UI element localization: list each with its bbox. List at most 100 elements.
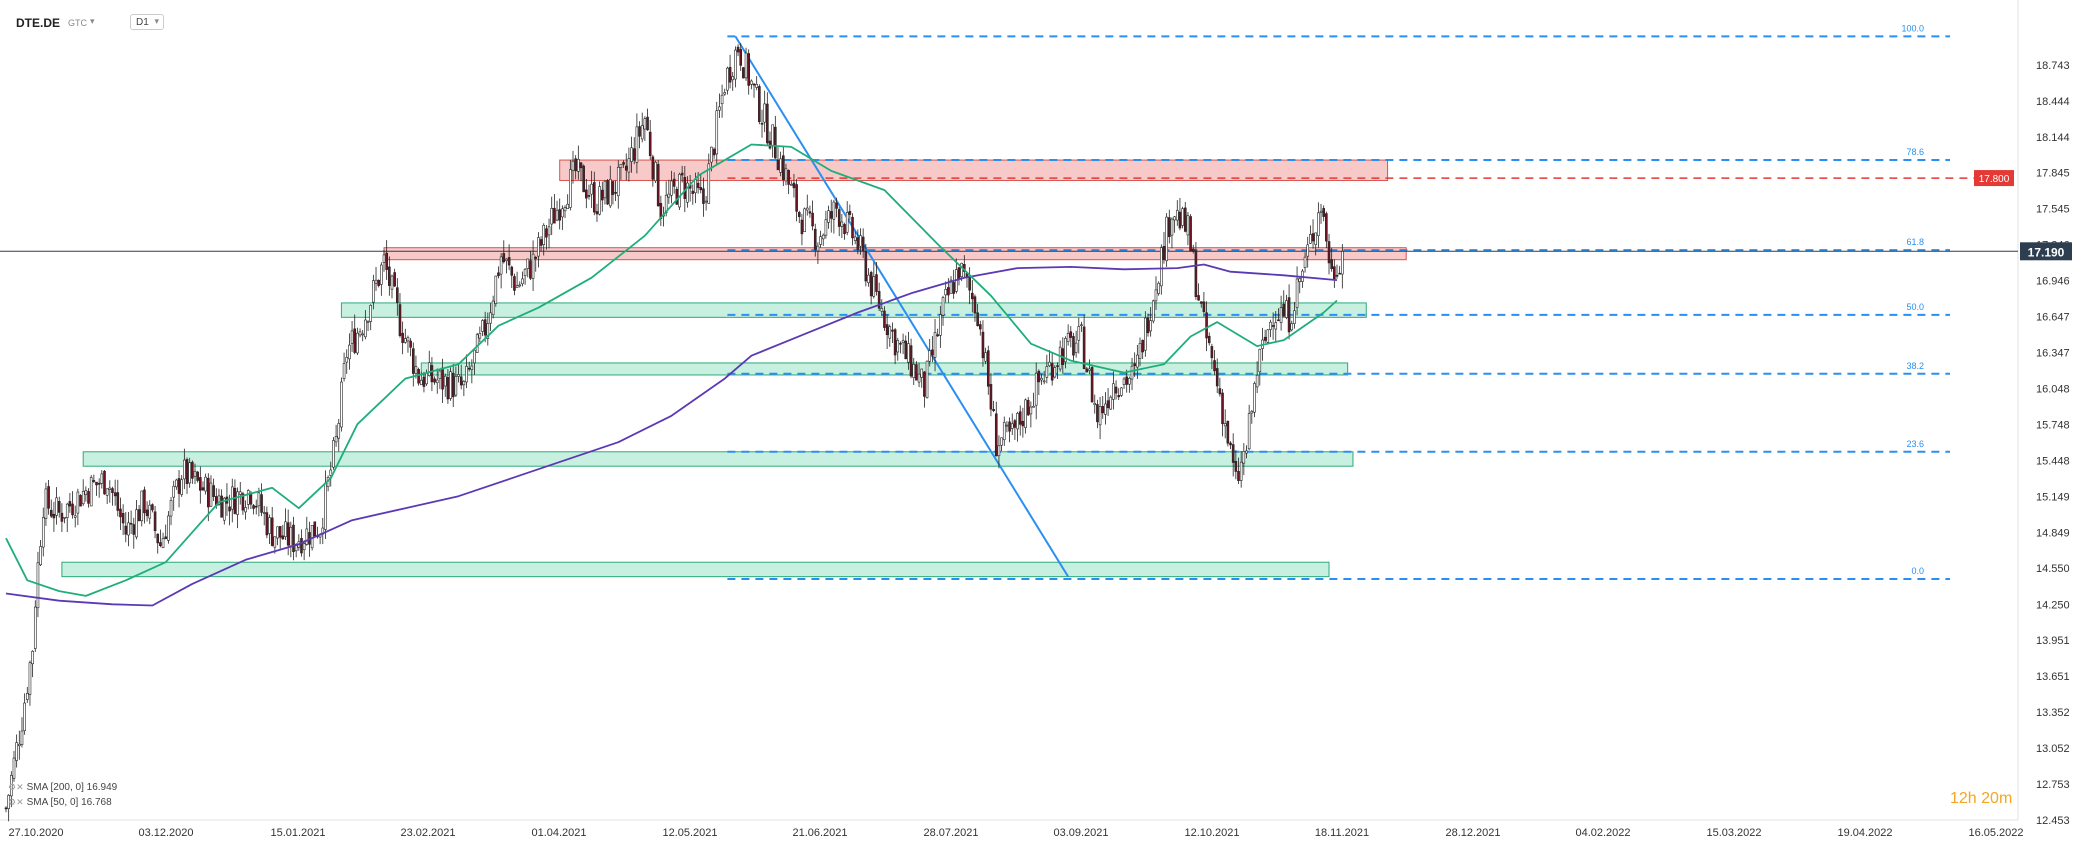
candle-body bbox=[417, 369, 420, 384]
candle-body bbox=[169, 500, 173, 517]
candle-body bbox=[145, 509, 149, 517]
candle-body bbox=[252, 505, 255, 509]
candle-body bbox=[523, 268, 527, 277]
candle-body bbox=[1191, 248, 1195, 252]
candle-body bbox=[952, 282, 955, 294]
sma200-line bbox=[5, 263, 1338, 607]
candle-body bbox=[545, 228, 548, 238]
candle-body bbox=[646, 116, 649, 131]
candle-body bbox=[1072, 336, 1075, 356]
candle-body bbox=[63, 516, 66, 519]
candle-body bbox=[148, 504, 152, 519]
candle-body bbox=[1330, 259, 1333, 269]
x-tick-label: 16.05.2022 bbox=[1968, 827, 2023, 839]
candle-body bbox=[563, 207, 567, 212]
y-tick-label: 18.144 bbox=[2036, 132, 2070, 144]
candle-body bbox=[119, 508, 122, 518]
candle-body bbox=[1010, 423, 1014, 429]
resistance-zone bbox=[559, 159, 1389, 181]
candle-body bbox=[590, 183, 593, 195]
candle-body bbox=[837, 209, 841, 227]
candle-body bbox=[334, 436, 338, 443]
candle-body bbox=[928, 350, 932, 362]
candle-body bbox=[1141, 339, 1144, 353]
candle-body bbox=[1101, 406, 1105, 414]
x-tick-label: 12.05.2021 bbox=[662, 827, 717, 839]
y-tick-label: 13.951 bbox=[2036, 635, 2070, 647]
symbol-label[interactable]: DTE.DE bbox=[16, 16, 61, 30]
candle-body bbox=[917, 373, 921, 383]
candle-body bbox=[534, 256, 538, 259]
candle-body bbox=[31, 650, 34, 665]
legend-sma50[interactable]: ⚙✕ SMA [50, 0] 16.768 bbox=[8, 795, 117, 810]
legend-sma200[interactable]: ⚙✕ SMA [200, 0] 16.949 bbox=[8, 780, 117, 795]
candle-body bbox=[600, 189, 604, 201]
timezone-chevron-down-icon[interactable]: ▾ bbox=[90, 16, 95, 26]
candle-body bbox=[1226, 420, 1230, 444]
candle-body bbox=[411, 348, 415, 374]
candle-body bbox=[611, 181, 615, 195]
support-zone bbox=[420, 362, 1349, 376]
candle-body bbox=[222, 497, 226, 521]
settings-icon[interactable]: ⚙✕ bbox=[8, 782, 24, 792]
candle-body bbox=[1133, 363, 1136, 367]
candle-body bbox=[457, 374, 460, 377]
candle-body bbox=[734, 49, 737, 80]
y-tick-label: 15.748 bbox=[2036, 419, 2070, 431]
candle-body bbox=[1018, 411, 1022, 425]
candle-body bbox=[606, 180, 609, 205]
candle-body bbox=[771, 124, 774, 146]
candle-body bbox=[419, 379, 423, 386]
settings-icon[interactable]: ⚙✕ bbox=[8, 797, 24, 807]
candle-body bbox=[310, 525, 314, 549]
timeframe-select[interactable]: D1 ▾ bbox=[130, 14, 164, 30]
candle-body bbox=[1170, 218, 1174, 236]
candle-body bbox=[1042, 380, 1046, 383]
candle-body bbox=[372, 280, 375, 303]
candle-body bbox=[760, 122, 764, 125]
candle-body bbox=[244, 507, 247, 513]
candle-body bbox=[60, 512, 64, 522]
candle-body bbox=[931, 349, 934, 356]
candle-body bbox=[1029, 406, 1033, 415]
timezone-label[interactable]: GTC bbox=[68, 18, 87, 28]
candle-body bbox=[385, 252, 388, 270]
candle-body bbox=[1069, 331, 1073, 338]
candle-body bbox=[41, 517, 45, 548]
candle-body bbox=[624, 165, 628, 171]
candle-body bbox=[7, 794, 10, 809]
candle-body bbox=[143, 489, 146, 514]
x-tick-label: 27.10.2020 bbox=[8, 827, 63, 839]
candle-body bbox=[515, 285, 519, 288]
candle-body bbox=[803, 208, 806, 232]
candle-body bbox=[246, 490, 250, 505]
candle-body bbox=[20, 730, 24, 745]
candle-body bbox=[1306, 244, 1310, 257]
candle-body bbox=[691, 190, 695, 194]
candle-body bbox=[1128, 378, 1131, 385]
candle-body bbox=[811, 212, 814, 227]
y-tick-label: 15.149 bbox=[2036, 491, 2070, 503]
candle-body bbox=[1093, 403, 1097, 406]
candle-body bbox=[475, 334, 479, 353]
candle-body bbox=[616, 167, 620, 197]
fib-level-label: 50.0 bbox=[1906, 302, 1924, 312]
candle-body bbox=[1122, 378, 1126, 385]
candle-body bbox=[686, 182, 689, 203]
candle-body bbox=[57, 500, 61, 513]
candle-body bbox=[845, 212, 849, 233]
candle-body bbox=[619, 163, 623, 168]
candle-body bbox=[1096, 404, 1099, 423]
candle-body bbox=[467, 367, 471, 370]
candle-body bbox=[1197, 295, 1200, 301]
candle-body bbox=[260, 494, 263, 513]
candle-body bbox=[907, 343, 910, 363]
candle-body bbox=[95, 481, 98, 486]
candle-body bbox=[571, 160, 575, 171]
candle-body bbox=[712, 148, 716, 156]
fib-level-label: 61.8 bbox=[1906, 237, 1924, 247]
candle-body bbox=[369, 305, 372, 322]
candle-body bbox=[430, 365, 434, 383]
candle-body bbox=[454, 376, 458, 396]
